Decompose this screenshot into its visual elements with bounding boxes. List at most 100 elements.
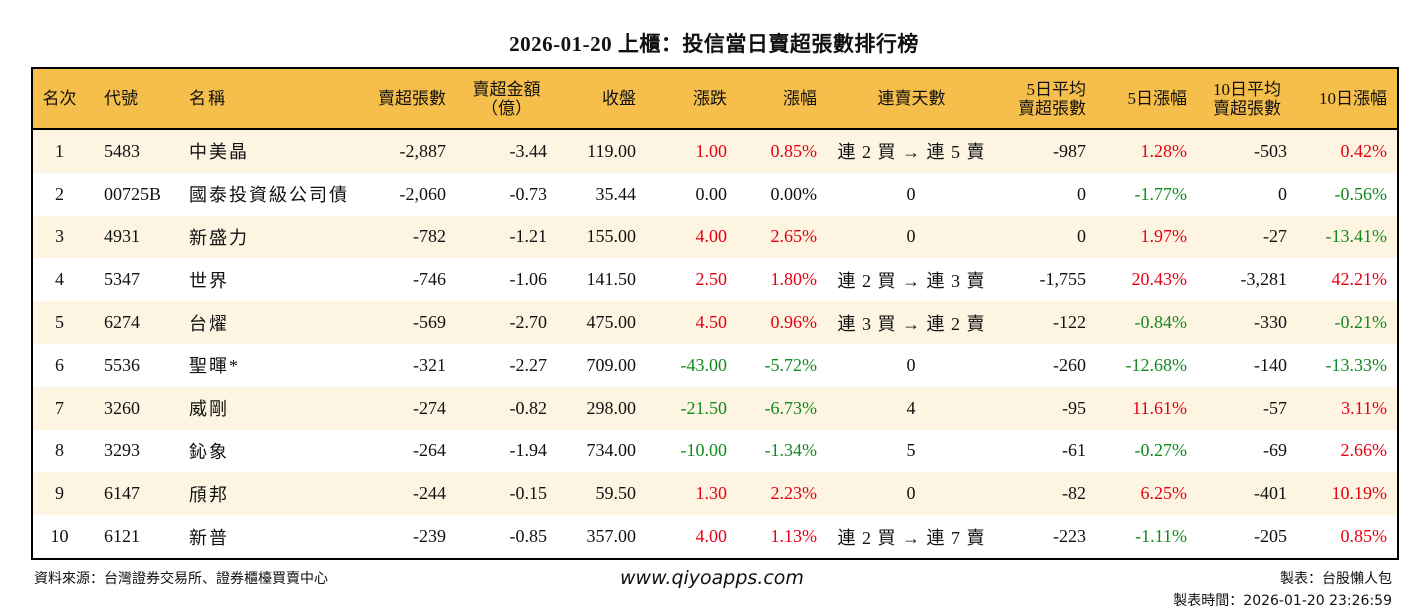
table-row: 7 3260 威剛 -274 -0.82 298.00 -21.50 -6.73% 4 -95 11… (32, 386, 1398, 430)
cell-rank: 8 (55, 440, 64, 461)
cell-change: -10.00 (680, 440, 728, 461)
header-change-pct: 漲幅 (783, 89, 817, 108)
cell-streak-days: 連 2 買 → 連 3 賣 (837, 270, 986, 291)
cell-net-sell-lots: -244 (413, 483, 446, 504)
header-pct10: 10日漲幅 (1319, 89, 1387, 108)
cell-avg5-sell: -260 (1053, 354, 1086, 375)
cell-code: 3293 (104, 440, 140, 461)
cell-pct5: 1.28% (1140, 140, 1188, 161)
header-avg10-sell: 10日平均 賣超張數 (1213, 79, 1281, 118)
cell-avg5-sell: -223 (1053, 526, 1086, 547)
cell-net-sell-lots: -239 (413, 526, 446, 547)
cell-name: 威剛 (189, 399, 229, 420)
cell-avg10-sell: -3,281 (1240, 269, 1288, 290)
cell-avg10-sell: -57 (1263, 397, 1287, 418)
cell-change-pct: -6.73% (764, 397, 818, 418)
cell-change-pct: 1.13% (770, 526, 818, 547)
cell-streak-days: 5 (906, 440, 917, 461)
cell-net-sell-lots: -569 (413, 312, 446, 333)
cell-net-sell-amount: -1.94 (509, 440, 548, 461)
table-row: 9 6147 頎邦 -244 -0.15 59.50 1.30 2.23% 0 -82 6.25% -… (32, 472, 1398, 516)
cell-avg5-sell: -1,755 (1039, 269, 1087, 290)
cell-streak-days: 連 3 買 → 連 2 賣 (837, 313, 986, 334)
cell-change: 1.30 (695, 483, 728, 504)
cell-change: -43.00 (680, 354, 728, 375)
cell-avg5-sell: -987 (1053, 140, 1086, 161)
cell-pct5: -0.27% (1134, 440, 1188, 461)
cell-avg5-sell: -122 (1053, 312, 1086, 333)
cell-net-sell-lots: -2,887 (399, 140, 447, 161)
cell-change: -21.50 (680, 397, 728, 418)
table-row: 4 5347 世界 -746 -1.06 141.50 2.50 1.80% 連 2 買 → 連… (32, 258, 1398, 302)
cell-change: 4.50 (695, 312, 728, 333)
cell-avg5-sell: -61 (1062, 440, 1086, 461)
cell-rank: 1 (55, 140, 64, 161)
cell-net-sell-amount: -1.21 (509, 226, 548, 247)
cell-close: 35.44 (595, 183, 637, 204)
cell-avg10-sell: 0 (1278, 183, 1287, 204)
cell-pct10: 42.21% (1331, 269, 1388, 290)
cell-pct5: -1.77% (1134, 183, 1188, 204)
cell-name: 鈊象 (189, 441, 229, 462)
cell-change-pct: 2.23% (770, 483, 818, 504)
cell-net-sell-lots: -321 (413, 354, 446, 375)
header-avg5-sell: 5日平均 賣超張數 (1018, 79, 1086, 118)
cell-close: 141.50 (586, 269, 637, 290)
table-row: 10 6121 新普 -239 -0.85 357.00 4.00 1.13% 連 2 買 → … (32, 515, 1398, 559)
header-close: 收盤 (602, 89, 636, 108)
cell-name: 世界 (189, 270, 229, 291)
cell-change: 1.00 (695, 140, 728, 161)
website-link[interactable]: www.qiyoapps.com (620, 567, 804, 589)
header-net-sell-amount: 賣超金額 （億） (472, 79, 541, 118)
cell-pct10: 2.66% (1340, 440, 1388, 461)
cell-close: 298.00 (586, 397, 637, 418)
cell-rank: 7 (55, 397, 64, 418)
cell-code: 00725B (104, 183, 162, 204)
table-row: 6 5536 聖暉* -321 -2.27 709.00 -43.00 -5.72% 0 -260… (32, 343, 1398, 387)
cell-net-sell-amount: -0.85 (509, 526, 548, 547)
cell-pct5: -1.11% (1135, 526, 1187, 547)
cell-change-pct: 0.00% (770, 183, 818, 204)
cell-avg10-sell: -27 (1263, 226, 1287, 247)
cell-change: 4.00 (695, 526, 728, 547)
header-change: 漲跌 (693, 89, 727, 108)
header-pct5: 5日漲幅 (1127, 89, 1188, 108)
cell-avg10-sell: -69 (1263, 440, 1287, 461)
cell-pct10: -13.41% (1325, 226, 1388, 247)
cell-pct10: -0.56% (1334, 183, 1388, 204)
cell-streak-days: 0 (906, 226, 917, 247)
cell-name: 新盛力 (189, 227, 249, 248)
cell-change-pct: 2.65% (770, 226, 818, 247)
cell-streak-days: 連 2 買 → 連 7 賣 (837, 527, 986, 548)
table-row: 3 4931 新盛力 -782 -1.21 155.00 4.00 2.65% 0 0 1.97% -… (32, 215, 1398, 259)
cell-pct5: -0.84% (1134, 312, 1188, 333)
cell-code: 5347 (104, 269, 140, 290)
cell-avg5-sell: -95 (1062, 397, 1086, 418)
data-source: 資料來源：台灣證券交易所、證券櫃檯買賣中心 (34, 571, 328, 587)
cell-net-sell-amount: -2.70 (509, 312, 548, 333)
cell-close: 357.00 (586, 526, 637, 547)
page-title: 2026-01-20 上櫃：投信當日賣超張數排行榜 (509, 32, 919, 56)
table-row: 8 3293 鈊象 -264 -1.94 734.00 -10.00 -1.34% 5 -61 -0… (32, 429, 1398, 473)
cell-code: 6274 (104, 312, 140, 333)
cell-net-sell-lots: -782 (413, 226, 446, 247)
cell-net-sell-amount: -2.27 (509, 354, 548, 375)
cell-pct10: 10.19% (1331, 483, 1388, 504)
cell-net-sell-amount: -0.73 (509, 183, 548, 204)
cell-net-sell-amount: -1.06 (509, 269, 548, 290)
cell-change-pct: -5.72% (764, 354, 818, 375)
cell-close: 709.00 (586, 354, 637, 375)
cell-pct5: 1.97% (1140, 226, 1188, 247)
cell-close: 59.50 (595, 483, 637, 504)
cell-name: 中美晶 (189, 142, 249, 163)
cell-pct5: 20.43% (1131, 269, 1188, 290)
cell-name: 新普 (189, 527, 229, 548)
cell-avg10-sell: -401 (1254, 483, 1287, 504)
maker-credit: 製表：台股懶人包 (1280, 571, 1392, 587)
ranking-table: 名次 代號 名稱 賣超張數 賣超金額 （億） 收盤 漲跌 漲幅 連賣天數 5日平均 賣超張數 5日漲… (31, 67, 1399, 560)
cell-avg5-sell: 0 (1077, 226, 1086, 247)
cell-net-sell-amount: -0.82 (509, 397, 548, 418)
cell-change-pct: 0.85% (770, 140, 818, 161)
header-streak-days: 連賣天數 (877, 89, 946, 108)
cell-streak-days: 連 2 買 → 連 5 賣 (837, 142, 986, 163)
